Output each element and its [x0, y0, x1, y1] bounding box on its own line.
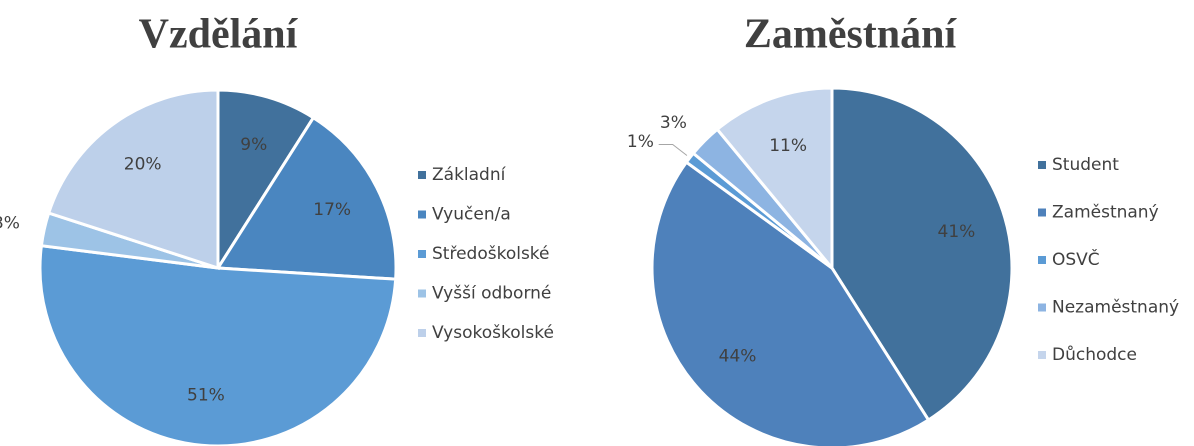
leader-line: [658, 143, 688, 156]
legend-swatch: [418, 210, 426, 219]
pie-slice: [46, 88, 220, 271]
data-label: 51%: [187, 386, 225, 406]
data-label: 3%: [660, 113, 687, 133]
data-label: 20%: [124, 154, 162, 174]
legend-label: Středoškolské: [432, 244, 550, 264]
legend-label: Základní: [432, 165, 507, 185]
chart-title: Zaměstnání: [744, 12, 958, 58]
legend-label: Vyšší odborné: [432, 284, 551, 304]
pie-slice: [38, 244, 398, 446]
data-label: 11%: [769, 136, 807, 156]
legend-label: Zaměstnaný: [1052, 203, 1159, 223]
legend-label: OSVČ: [1052, 248, 1100, 270]
legend-swatch: [1038, 161, 1046, 169]
legend-label: Vyučen/a: [432, 205, 511, 225]
legend-label: Důchodce: [1052, 345, 1137, 365]
legend-swatch: [418, 329, 426, 337]
legend-swatch: [418, 171, 426, 179]
pie-slice: [216, 88, 316, 274]
chart-title: Vzdělání: [139, 12, 299, 58]
data-label: 17%: [313, 200, 351, 220]
legend-swatch: [1038, 208, 1046, 217]
legend-label: Nezaměstnaný: [1052, 298, 1179, 318]
data-label: 41%: [938, 222, 976, 242]
data-label: 1%: [627, 132, 654, 152]
pie-slice: [215, 115, 398, 281]
legend-swatch: [418, 289, 426, 298]
pie-slice: [715, 86, 834, 273]
pie-slice: [650, 160, 931, 446]
legend-swatch: [1038, 303, 1046, 312]
legend-swatch: [418, 250, 426, 258]
legend-label: Student: [1052, 155, 1119, 175]
data-label: 9%: [240, 135, 267, 155]
legend-swatch: [1038, 256, 1046, 264]
data-label: 44%: [719, 347, 757, 367]
legend-swatch: [1038, 351, 1046, 359]
legend-label: Vysokoškolské: [432, 323, 554, 343]
data-label: 3%: [0, 214, 20, 234]
